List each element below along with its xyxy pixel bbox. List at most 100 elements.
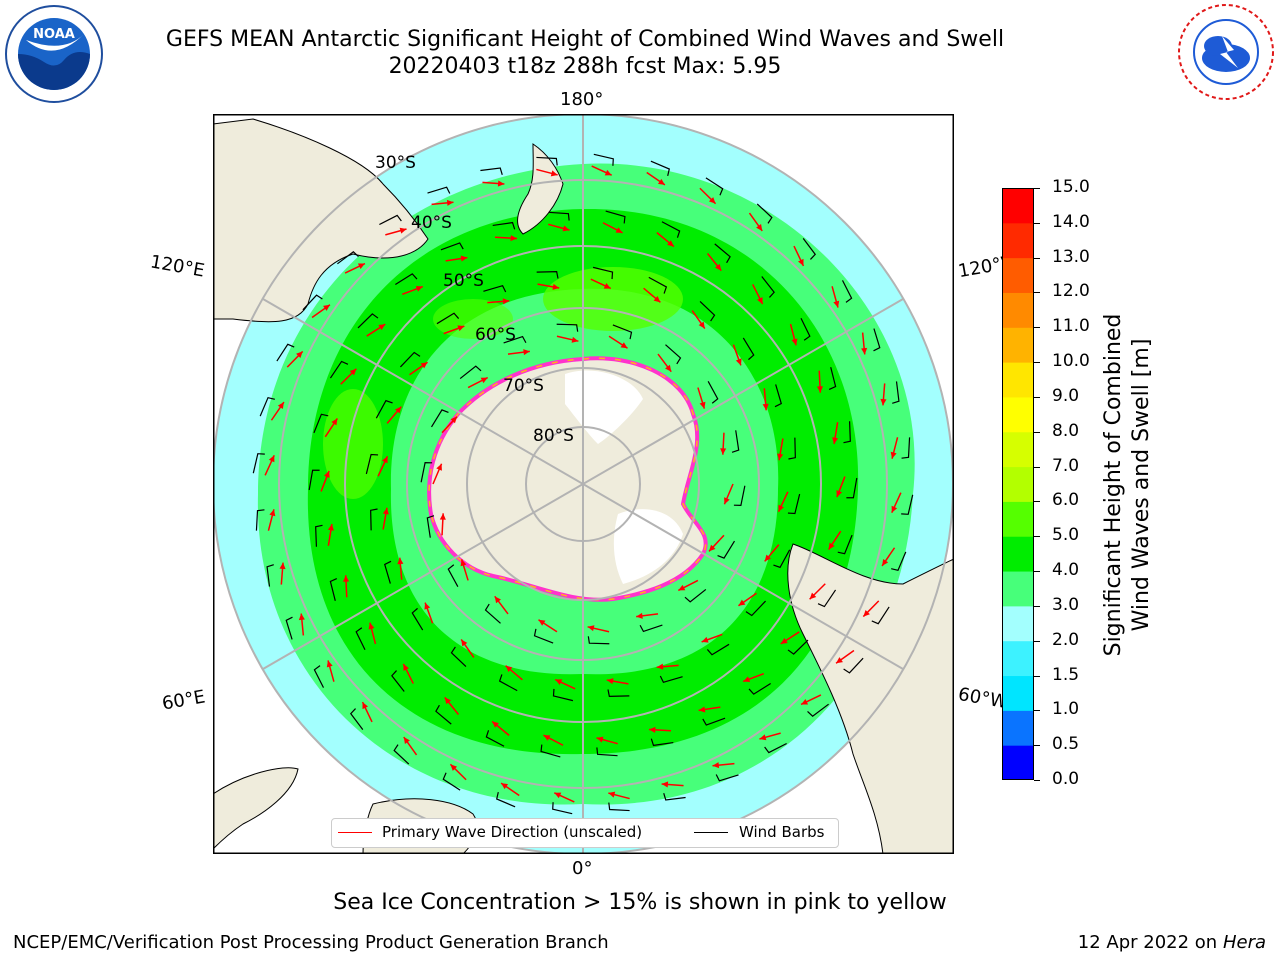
wave-direction-arrowhead: [368, 622, 375, 630]
wave-direction-arrowhead: [780, 637, 788, 644]
colorbar-tick: [1034, 571, 1040, 573]
wind-barb: [426, 515, 435, 538]
wind-barb: [787, 493, 801, 515]
wind-barb: [252, 453, 265, 474]
colorbar-segment: [1002, 501, 1034, 537]
wave-direction-arrowhead: [756, 224, 763, 231]
wind-barb: [742, 337, 755, 361]
colorbar-segment: [1002, 431, 1034, 468]
footer-credit: NCEP/EMC/Verification Post Processing Pr…: [13, 932, 609, 953]
wave-direction-arrowhead: [403, 663, 409, 671]
wind-barb: [442, 772, 461, 791]
wind-barb: [503, 335, 527, 344]
colorbar-tick: [1034, 466, 1040, 468]
wind-barb: [440, 242, 464, 251]
colorbar-segment: [1002, 710, 1034, 746]
lat-label-60s: 60°S: [475, 325, 516, 345]
lat-label-30s: 30°S: [375, 153, 416, 173]
wave-direction-arrowhead: [382, 507, 389, 515]
wave-direction-arrowhead: [757, 297, 763, 305]
colorbar-segment: [1002, 571, 1034, 607]
wave-direction-arrowhead: [606, 678, 614, 685]
wind-barb: [276, 343, 295, 362]
colorbar-tick-label: 15.0: [1052, 177, 1090, 197]
wind-barb: [483, 284, 507, 293]
lon-label-60e: 60°E: [160, 686, 207, 715]
wind-barb: [375, 399, 393, 419]
wind-barb: [650, 160, 671, 176]
ronne-ice-shelf: [613, 509, 683, 584]
colorbar-tick-label: 2.0: [1052, 629, 1080, 650]
colorbar-label-line1: Significant Height of Combined: [1101, 313, 1126, 657]
wave-direction-arrowhead: [555, 679, 563, 685]
wave-direction-arrowhead: [446, 199, 454, 206]
noaa-logo-text: NOAA: [33, 27, 75, 42]
wind-barb: [548, 211, 570, 221]
wind-barb: [807, 703, 829, 718]
colorbar-tick-label: 5.0: [1052, 525, 1080, 546]
colorbar-tick: [1034, 745, 1040, 747]
wave-direction-arrowhead: [501, 783, 509, 790]
wave-direction-arrowhead: [552, 283, 560, 290]
colorbar-segment: [1002, 675, 1034, 711]
wave-direction-arrowhead: [436, 463, 442, 471]
wind-barb: [702, 717, 726, 726]
wind-barb: [436, 312, 460, 325]
wave-direction-arrowhead: [836, 490, 843, 498]
colorbar-tick-label: 1.0: [1052, 699, 1080, 720]
wave-direction-arrowhead: [450, 764, 458, 771]
wind-barb: [607, 689, 630, 697]
wind-barb: [843, 657, 864, 674]
wind-barb: [592, 266, 614, 280]
colorbar-label-line2: Wind Waves and Swell [m]: [1129, 338, 1154, 632]
wave-direction-arrowhead: [460, 559, 467, 567]
wind-barb: [393, 744, 410, 765]
wind-barb: [650, 738, 674, 747]
wave-direction-arrowhead: [327, 523, 334, 531]
colorbar-tick-label: 0.0: [1052, 769, 1080, 789]
wave-direction-arrowhead: [439, 513, 446, 520]
wave-direction-arrowhead: [708, 197, 716, 204]
wave-direction-arrowhead: [523, 349, 530, 356]
wind-barb: [540, 744, 561, 758]
wave-direction-arrowhead: [880, 398, 887, 406]
wind-barb: [593, 153, 614, 166]
wind-barb: [871, 606, 890, 625]
wind-barb: [665, 344, 682, 365]
colorbar-label: Significant Height of Combined Wind Wave…: [1100, 314, 1156, 657]
wave-direction-arrowhead: [571, 336, 579, 343]
wind-barb: [802, 238, 817, 260]
colorbar-tick: [1034, 675, 1040, 677]
wind-barb: [337, 250, 359, 265]
colorbar-tick: [1034, 536, 1040, 538]
colorbar-tick-label: 8.0: [1052, 420, 1080, 441]
lon-label-180: 180°: [560, 89, 604, 110]
nws-logo: [1176, 2, 1276, 102]
wind-barb: [788, 437, 796, 460]
colorbar-tick: [1034, 292, 1040, 294]
wave-direction-arrowhead: [394, 406, 402, 414]
wind-barb: [605, 210, 626, 224]
colorbar-tick: [1034, 605, 1040, 607]
wave-direction-arrowhead: [667, 240, 674, 247]
colorbar-segment: [1002, 745, 1034, 781]
footer-date: 12 Apr 2022 on Hera: [1078, 932, 1266, 953]
wind-barb: [459, 365, 482, 380]
wave-direction-arrowhead: [620, 342, 628, 349]
wind-barb: [399, 351, 421, 368]
africa: [213, 767, 299, 850]
wind-barb: [846, 477, 858, 499]
wind-barb: [411, 607, 424, 631]
wind-barb: [639, 624, 663, 633]
wave-direction-arrowhead: [397, 557, 404, 565]
wind-barb: [705, 177, 724, 196]
wave-direction-arrowhead: [604, 169, 612, 176]
wind-barb: [661, 221, 681, 238]
wind-barb: [707, 381, 719, 404]
wind-barb: [395, 273, 418, 286]
wave-direction-arrowhead: [698, 706, 706, 713]
wave-direction-arrowhead: [296, 351, 303, 359]
wave-direction-arrowhead: [587, 625, 595, 632]
sea-ice-note: Sea Ice Concentration > 15% is shown in …: [333, 890, 947, 915]
wind-barb: [787, 639, 809, 655]
